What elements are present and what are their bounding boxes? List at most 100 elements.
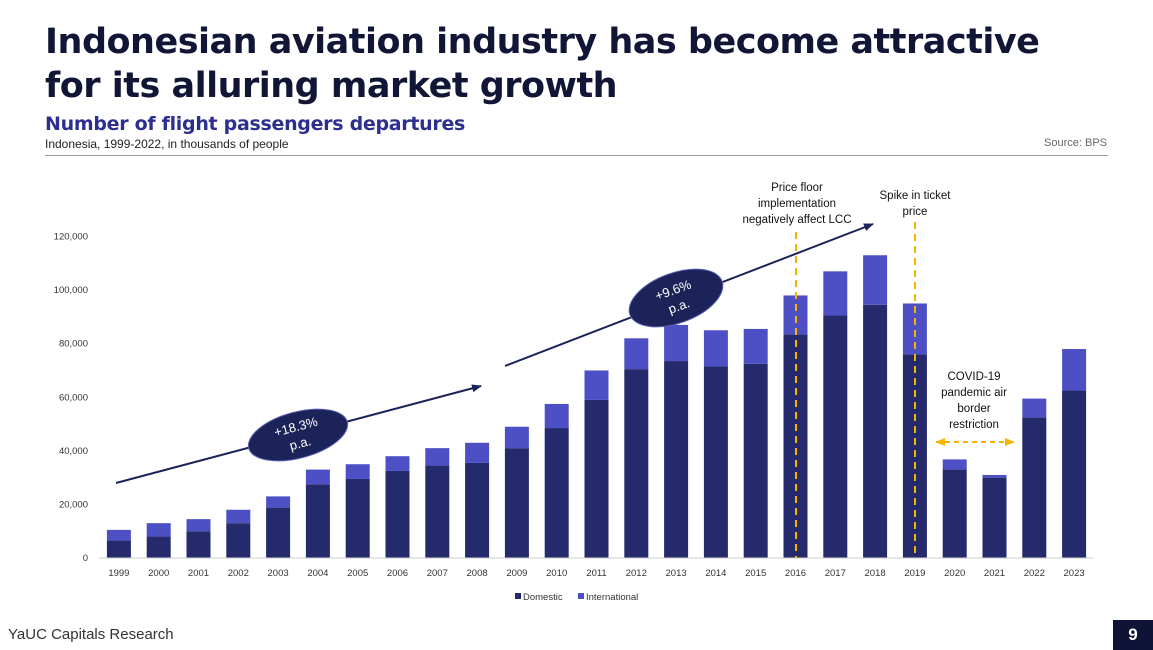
- bar-domestic-2008: [465, 462, 490, 558]
- y-tick-label: 120,000: [54, 232, 88, 243]
- event-covid-line4: restriction: [949, 419, 999, 431]
- x-tick-label: 1999: [108, 568, 129, 579]
- bar-international-2017: [823, 271, 848, 316]
- bar-international-2023: [1062, 349, 1087, 391]
- page-title: Indonesian aviation industry has become …: [45, 22, 1040, 106]
- bar-domestic-2011: [584, 399, 609, 558]
- footer-brand: YaUC Capitals Research: [8, 626, 174, 643]
- cagr-late-line2: p.a.: [666, 295, 692, 317]
- y-tick-label: 0: [83, 553, 88, 564]
- bar-domestic-2021: [982, 477, 1007, 558]
- bar-international-2010: [544, 403, 569, 429]
- bar-domestic-2004: [305, 484, 330, 558]
- bar-domestic-2014: [703, 366, 728, 558]
- event-covid-line2: pandemic air: [941, 387, 1007, 399]
- bar-international-2015: [743, 328, 768, 364]
- bar-domestic-2017: [823, 315, 848, 558]
- event-2016-line1: Price floor: [771, 182, 823, 194]
- bar-domestic-2020: [942, 469, 967, 558]
- bar-domestic-2018: [863, 304, 888, 558]
- axis-layer: 0 20,000 40,000 60,000 80,000 100,000 120,000 1…: [54, 232, 1094, 579]
- bar-domestic-2012: [624, 369, 649, 558]
- bar-domestic-2015: [743, 363, 768, 558]
- event-2019-line1: Spike in ticket: [880, 190, 952, 202]
- bar-international-1999: [106, 529, 131, 541]
- x-tick-label: 2020: [944, 568, 965, 579]
- x-tick-label: 2008: [467, 568, 488, 579]
- cagr-badge-early: +18.3% p.a.: [247, 408, 349, 462]
- event-label-2016: Price floor implementation negatively af…: [742, 182, 851, 226]
- bar-domestic-2022: [1022, 417, 1047, 558]
- x-tick-label: 2015: [745, 568, 766, 579]
- x-tick-label: 2006: [387, 568, 408, 579]
- bar-domestic-2007: [425, 465, 450, 558]
- bar-international-2006: [385, 456, 410, 471]
- legend-swatch-international: [578, 593, 584, 599]
- x-tick-label: 2002: [228, 568, 249, 579]
- chart-description: Indonesia, 1999-2022, in thousands of pe…: [45, 137, 289, 151]
- event-2016-line3: negatively affect LCC: [742, 214, 851, 226]
- bar-international-2021: [982, 474, 1007, 478]
- y-tick-label: 100,000: [54, 285, 88, 296]
- x-tick-label: 2018: [865, 568, 886, 579]
- x-tick-label: 2001: [188, 568, 209, 579]
- bar-domestic-2010: [544, 428, 569, 558]
- page-number: 9: [1113, 620, 1153, 650]
- bar-domestic-2023: [1062, 390, 1087, 558]
- x-tick-label: 2022: [1024, 568, 1045, 579]
- bar-domestic-2000: [146, 536, 171, 558]
- x-tick-label: 2005: [347, 568, 368, 579]
- bar-international-2000: [146, 523, 171, 537]
- legend-label-domestic: Domestic: [523, 592, 563, 603]
- event-covid-line1: COVID-19: [947, 371, 1000, 383]
- header-divider: [45, 155, 1108, 156]
- x-tick-label: 2004: [307, 568, 328, 579]
- x-tick-label: 2023: [1064, 568, 1085, 579]
- y-tick-label: 40,000: [59, 446, 88, 457]
- x-tick-label: 2017: [825, 568, 846, 579]
- bar-international-2013: [664, 324, 689, 362]
- bar-international-2022: [1022, 398, 1047, 418]
- event-label-covid: COVID-19 pandemic air border restriction: [941, 371, 1007, 431]
- y-tick-label: 60,000: [59, 392, 88, 403]
- bar-international-2005: [345, 464, 370, 479]
- chart-source: Source: BPS: [1044, 137, 1107, 149]
- bar-domestic-2005: [345, 478, 370, 558]
- bar-international-2016: [783, 295, 808, 335]
- x-tick-label: 2012: [626, 568, 647, 579]
- x-tick-label: 2019: [904, 568, 925, 579]
- cagr-badge-late: +9.6% p.a.: [628, 268, 724, 328]
- x-tick-label: 2016: [785, 568, 806, 579]
- legend-swatch-domestic: [515, 593, 521, 599]
- bar-domestic-2006: [385, 470, 410, 558]
- bar-international-2014: [703, 330, 728, 367]
- cagr-early-line2: p.a.: [288, 433, 313, 453]
- x-tick-label: 2003: [268, 568, 289, 579]
- event-2019-line2: price: [903, 206, 928, 218]
- bar-international-2020: [942, 459, 967, 470]
- x-tick-label: 2007: [427, 568, 448, 579]
- x-tick-label: 2000: [148, 568, 169, 579]
- bar-domestic-1999: [106, 540, 131, 558]
- bar-international-2004: [305, 469, 330, 485]
- bar-international-2012: [624, 338, 649, 370]
- x-tick-label: 2011: [586, 568, 606, 579]
- bar-international-2008: [465, 442, 490, 463]
- chart-subtitle: Number of flight passengers departures: [45, 113, 466, 135]
- bar-domestic-2009: [504, 448, 529, 558]
- y-tick-label: 20,000: [59, 499, 88, 510]
- bar-international-2011: [584, 370, 609, 400]
- event-2016-line2: implementation: [758, 198, 836, 210]
- bar-domestic-2002: [226, 523, 251, 558]
- x-tick-label: 2014: [705, 568, 726, 579]
- event-covid-line3: border: [957, 403, 990, 415]
- chart-legend: Domestic International: [515, 592, 638, 603]
- bar-international-2002: [226, 509, 251, 524]
- bar-international-2009: [504, 426, 529, 449]
- bar-domestic-2003: [266, 507, 291, 558]
- x-tick-label: 2013: [666, 568, 687, 579]
- y-tick-label: 80,000: [59, 339, 88, 350]
- event-label-2019: Spike in ticket price: [880, 190, 952, 218]
- legend-label-international: International: [586, 592, 638, 603]
